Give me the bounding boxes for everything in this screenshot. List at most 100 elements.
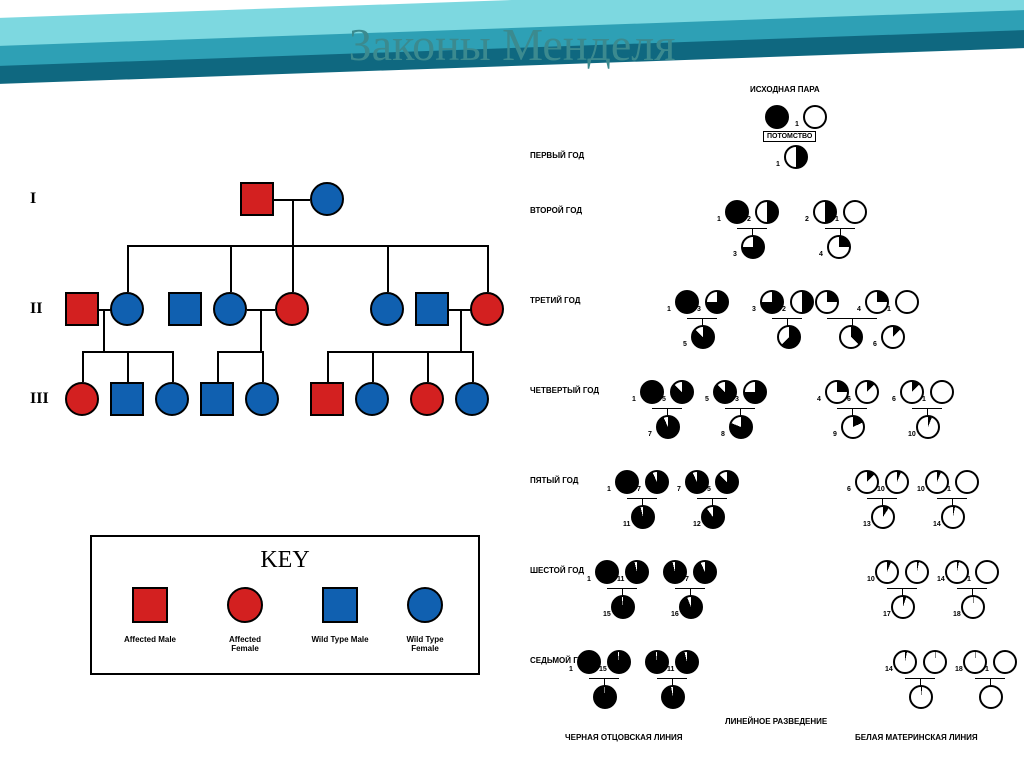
breeding-pie (905, 560, 929, 584)
breeding-pie (855, 470, 879, 494)
pie-number: 8 (721, 431, 725, 438)
pie-number: 3 (752, 306, 756, 313)
connector-line (217, 351, 263, 353)
breeding-pie (855, 380, 879, 404)
breeding-pie (895, 290, 919, 314)
pie-number: 10 (877, 486, 885, 493)
breeding-pie (803, 105, 827, 129)
pie-number: 5 (707, 486, 711, 493)
breeding-pie (963, 650, 987, 674)
generation-label: III (30, 390, 49, 408)
pie-number: 5 (705, 396, 709, 403)
connector-line (230, 245, 232, 292)
breeding-pie (701, 505, 725, 529)
pie-number: 6 (847, 486, 851, 493)
pie-number: 11 (617, 576, 624, 583)
breeding-pie (941, 505, 965, 529)
breeding-pie (577, 650, 601, 674)
pie-number: 1 (569, 666, 573, 673)
connector-line (427, 351, 429, 382)
connector-line (292, 199, 294, 247)
pedigree-circle-blue (355, 382, 389, 416)
pie-number: 1 (922, 396, 926, 403)
pedigree-square-blue (415, 292, 449, 326)
pedigree-square-red (310, 382, 344, 416)
pedigree-circle-red (275, 292, 309, 326)
breeding-pie (993, 650, 1017, 674)
pedigree-circle-red (65, 382, 99, 416)
pie-number: 18 (955, 666, 963, 673)
pedigree-circle-blue (110, 292, 144, 326)
connector-line (127, 351, 129, 382)
breeding-pie (715, 470, 739, 494)
pie-number: 1 (632, 396, 636, 403)
legend-label: Affected Female (215, 635, 275, 653)
breeding-pie (760, 290, 784, 314)
breeding-pie (725, 200, 749, 224)
pie-number: 7 (685, 576, 689, 583)
breeding-pie (611, 595, 635, 619)
pie-number: 11 (667, 666, 674, 673)
pie-number: 6 (873, 341, 877, 348)
pie-number: 2 (782, 306, 786, 313)
pie-number: 4 (857, 306, 861, 313)
breeding-pie (893, 650, 917, 674)
breeding-pie (945, 560, 969, 584)
pie-number: 1 (835, 216, 839, 223)
breeding-pie (875, 560, 899, 584)
pie-number: 13 (863, 521, 871, 528)
pie-number: 15 (603, 611, 611, 618)
pie-number: 1 (795, 121, 799, 128)
breeding-pie (679, 595, 703, 619)
connector-line (460, 309, 462, 351)
breeding-pie (595, 560, 619, 584)
breeding-pie (871, 505, 895, 529)
pie-number: 18 (953, 611, 961, 618)
connector-line (127, 245, 489, 247)
legend-square-red (132, 587, 168, 623)
breeding-diagram: ИСХОДНАЯ ПАРАПОТОМСТВО1ПЕРВЫЙ ГОД1ВТОРОЙ… (555, 85, 1015, 745)
connector-line (327, 351, 473, 353)
bottom-right-label: БЕЛАЯ МАТЕРИНСКАЯ ЛИНИЯ (855, 733, 978, 742)
pie-number: 1 (587, 576, 591, 583)
pedigree-square-blue (168, 292, 202, 326)
pie-number: 2 (747, 216, 751, 223)
breeding-pie (955, 470, 979, 494)
pedigree-square-red (240, 182, 274, 216)
breeding-pie (631, 505, 655, 529)
pie-number: 9 (833, 431, 837, 438)
breeding-pie (784, 145, 808, 169)
connector-line (387, 245, 389, 292)
breeding-pie (843, 200, 867, 224)
breeding-pie (813, 200, 837, 224)
pedigree-square-red (65, 292, 99, 326)
pie-number: 10 (867, 576, 875, 583)
pie-number: 14 (885, 666, 893, 673)
breeding-pie (975, 560, 999, 584)
breeding-pie (777, 325, 801, 349)
pedigree-chart: IIIIII (30, 170, 530, 550)
breeding-pie (839, 325, 863, 349)
year-label: ТРЕТИЙ ГОД (530, 296, 610, 305)
pie-number: 5 (683, 341, 687, 348)
page-title: Законы Менделя (0, 18, 1024, 71)
pie-number: 10 (908, 431, 916, 438)
breeding-pie (691, 325, 715, 349)
connector-line (260, 309, 262, 351)
breeding-pie (743, 380, 767, 404)
top-label: ИСХОДНАЯ ПАРА (750, 85, 820, 94)
pie-number: 2 (805, 216, 809, 223)
connector-line (472, 351, 474, 382)
breeding-pie (909, 685, 933, 709)
breeding-pie (916, 415, 940, 439)
legend-label: Wild Type Female (395, 635, 455, 653)
pie-number: 7 (648, 431, 652, 438)
pie-number: 12 (693, 521, 701, 528)
breeding-pie (729, 415, 753, 439)
breeding-pie (675, 290, 699, 314)
year-label: ПЕРВЫЙ ГОД (530, 151, 610, 160)
breeding-pie (640, 380, 664, 404)
pedigree-circle-red (410, 382, 444, 416)
legend-circle-blue (407, 587, 443, 623)
connector-line (327, 351, 329, 382)
